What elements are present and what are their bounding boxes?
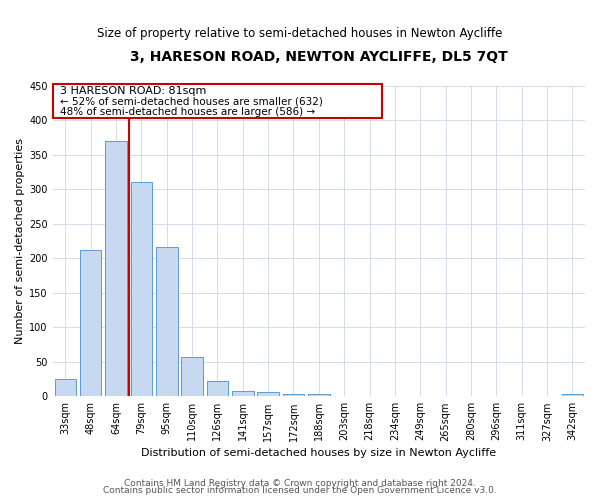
Text: Contains HM Land Registry data © Crown copyright and database right 2024.: Contains HM Land Registry data © Crown c… xyxy=(124,478,476,488)
Bar xyxy=(562,394,583,396)
FancyBboxPatch shape xyxy=(53,84,382,118)
Text: Size of property relative to semi-detached houses in Newton Aycliffe: Size of property relative to semi-detach… xyxy=(97,28,503,40)
Bar xyxy=(232,391,254,396)
Bar xyxy=(206,381,228,396)
Text: ← 52% of semi-detached houses are smaller (632): ← 52% of semi-detached houses are smalle… xyxy=(60,96,323,106)
Bar xyxy=(80,250,101,396)
Text: 48% of semi-detached houses are larger (586) →: 48% of semi-detached houses are larger (… xyxy=(60,106,316,117)
Bar xyxy=(257,392,279,396)
Bar xyxy=(55,379,76,396)
Bar xyxy=(283,394,304,396)
Bar xyxy=(308,394,329,396)
Text: 3 HARESON ROAD: 81sqm: 3 HARESON ROAD: 81sqm xyxy=(60,86,206,96)
Text: Contains public sector information licensed under the Open Government Licence v3: Contains public sector information licen… xyxy=(103,486,497,495)
Bar xyxy=(156,246,178,396)
X-axis label: Distribution of semi-detached houses by size in Newton Aycliffe: Distribution of semi-detached houses by … xyxy=(141,448,496,458)
Bar xyxy=(105,141,127,397)
Bar xyxy=(181,357,203,397)
Title: 3, HARESON ROAD, NEWTON AYCLIFFE, DL5 7QT: 3, HARESON ROAD, NEWTON AYCLIFFE, DL5 7Q… xyxy=(130,50,508,64)
Bar xyxy=(131,182,152,396)
Y-axis label: Number of semi-detached properties: Number of semi-detached properties xyxy=(15,138,25,344)
